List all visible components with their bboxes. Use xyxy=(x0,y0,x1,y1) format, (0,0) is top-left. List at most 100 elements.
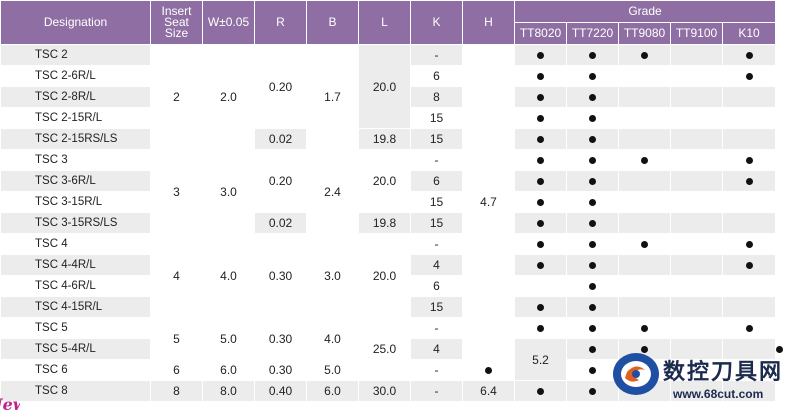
header-l: L xyxy=(358,0,411,45)
grade-cell xyxy=(670,65,723,87)
k-cell: 4 xyxy=(410,254,463,276)
table-row: TSC 6 6 6.0 0.30 5.0 - xyxy=(0,359,777,381)
w-cell: 2.0 xyxy=(202,44,255,150)
availability-dot xyxy=(745,73,753,80)
h-cell: 4.7 xyxy=(462,44,515,360)
grade-cell xyxy=(566,170,619,192)
availability-dot xyxy=(589,178,596,185)
k-cell: 15 xyxy=(410,212,463,234)
grade-cell xyxy=(566,65,619,87)
grade-cell xyxy=(566,86,619,108)
grade-cell xyxy=(721,212,777,234)
grade-cell xyxy=(566,338,619,360)
grade-cell xyxy=(566,44,619,66)
grade-cell xyxy=(721,128,777,150)
grade-cell xyxy=(618,107,671,129)
availability-dot xyxy=(589,199,596,206)
table-row: TSC 5 5 5.0 0.30 4.0 25.0 - xyxy=(0,317,777,381)
b-cell: 6.0 xyxy=(306,380,359,402)
availability-dot xyxy=(641,346,648,353)
l-cell: 30.0 xyxy=(358,380,411,402)
table-row: TSC 4-4R/L 4 xyxy=(0,254,777,276)
b-cell: 1.7 xyxy=(306,44,359,150)
availability-dot xyxy=(589,388,596,395)
grade-cell xyxy=(721,380,777,402)
grade-cell xyxy=(618,170,671,192)
grade-cell xyxy=(514,170,567,192)
availability-dot xyxy=(589,94,596,101)
grade-cell xyxy=(721,86,777,108)
designation-cell: TSC 2 xyxy=(0,44,151,66)
logo-icon xyxy=(613,353,659,395)
l-cell: 25.0 xyxy=(358,317,411,381)
availability-dot xyxy=(537,94,544,101)
grade-cell xyxy=(670,191,723,213)
grade-cell xyxy=(514,317,567,339)
grade-cell xyxy=(566,107,619,129)
availability-dot xyxy=(589,157,596,164)
grade-cell xyxy=(670,170,723,192)
designation-cell: TSC 4 xyxy=(0,233,151,255)
r-cell: 0.02 xyxy=(254,128,307,150)
w-cell: 8.0 xyxy=(202,380,255,402)
grade-cell xyxy=(514,233,567,255)
k-cell: 8 xyxy=(410,86,463,108)
availability-dot xyxy=(537,262,544,269)
availability-dot xyxy=(537,241,544,248)
grade-cell xyxy=(721,338,777,360)
header-b: B xyxy=(306,0,359,45)
availability-dot xyxy=(589,367,596,374)
grade-cell xyxy=(670,212,723,234)
availability-dot xyxy=(537,304,544,311)
header-k: K xyxy=(410,0,463,45)
grade-cell xyxy=(721,65,777,87)
watermark-text: 数控刀具网 xyxy=(663,359,784,385)
k-cell: - xyxy=(410,44,463,66)
availability-dot xyxy=(589,220,596,227)
table-row: TSC 2-6R/L 6 xyxy=(0,65,777,87)
table-row: TSC 5-4R/L 4 5.2 xyxy=(0,338,784,381)
availability-dot xyxy=(485,367,492,374)
b-cell: 2.4 xyxy=(306,149,359,234)
l-cell: 20.0 xyxy=(358,44,411,129)
table-row: TSC 2-8R/L 8 xyxy=(0,86,777,108)
grade-cell xyxy=(514,212,567,234)
grade-cell xyxy=(721,359,777,381)
header-designation: Designation xyxy=(0,0,151,45)
availability-dot xyxy=(537,52,544,59)
grade-cell xyxy=(618,296,671,318)
designation-cell: TSC 4-15R/L xyxy=(0,296,151,318)
availability-dot xyxy=(641,157,648,164)
availability-dot xyxy=(537,73,544,80)
availability-dot xyxy=(537,178,544,185)
header-grade: Grade xyxy=(513,0,777,23)
availability-dot xyxy=(745,241,753,248)
availability-dot xyxy=(537,199,544,206)
header-grade-tt9080: TT9080 xyxy=(618,22,671,45)
grade-cell xyxy=(670,107,723,129)
grade-cell xyxy=(670,317,723,339)
grade-cell xyxy=(514,86,567,108)
header-grade-tt7220: TT7220 xyxy=(566,22,619,45)
header-w: W±0.05 xyxy=(202,0,255,45)
grade-cell xyxy=(618,254,671,276)
w-cell: 6.0 xyxy=(202,359,255,381)
designation-cell: TSC 8 xyxy=(0,380,151,402)
designation-cell: TSC 3 xyxy=(0,149,151,171)
grade-cell xyxy=(566,128,619,150)
grade-cell xyxy=(566,275,619,297)
availability-dot xyxy=(589,136,596,143)
header-r: R xyxy=(254,0,307,45)
grade-cell xyxy=(670,254,723,276)
grade-cell xyxy=(566,296,619,318)
grade-cell xyxy=(721,107,777,129)
availability-dot xyxy=(589,73,596,80)
watermark-url: www.68cut.com xyxy=(673,387,764,401)
designation-cell: TSC 4-6R/L xyxy=(0,275,151,297)
r-cell: 0.20 xyxy=(254,149,307,213)
designation-cell: TSC 3-15RS/LS xyxy=(0,212,151,234)
availability-dot xyxy=(537,115,544,122)
r-cell: 0.20 xyxy=(254,44,307,129)
l-cell: 20.0 xyxy=(358,149,411,213)
grade-cell xyxy=(566,254,619,276)
